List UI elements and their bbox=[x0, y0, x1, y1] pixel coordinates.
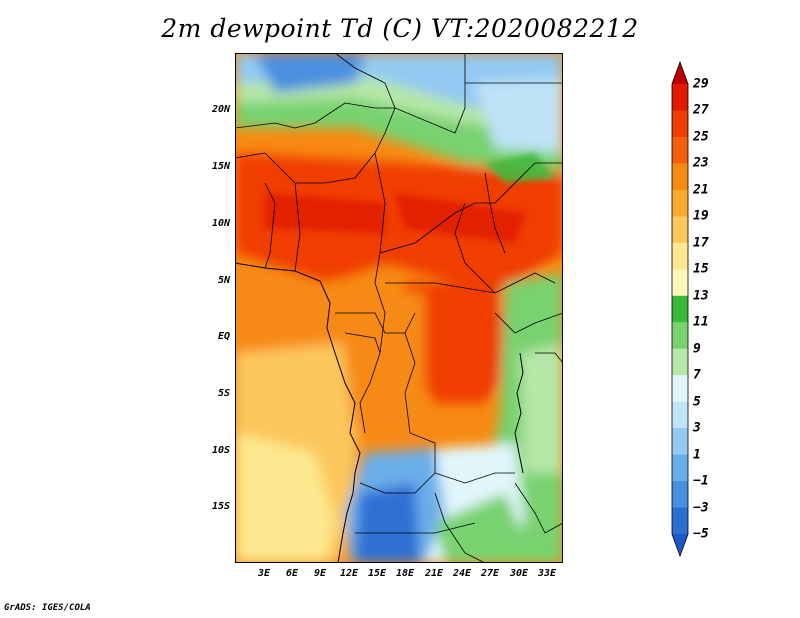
colorbar-segment bbox=[672, 136, 688, 164]
border-17 bbox=[434, 492, 486, 563]
angola-deep-blue bbox=[355, 483, 420, 563]
colorbar-level-label: 29 bbox=[693, 76, 709, 92]
lon-label: 9E bbox=[313, 568, 327, 579]
border-4 bbox=[235, 107, 396, 184]
coastline-east-lake bbox=[514, 352, 524, 474]
congo-basin-field bbox=[335, 293, 425, 433]
colorbar-segment bbox=[672, 189, 688, 217]
colorbar-level-label: −1 bbox=[693, 473, 709, 489]
border-14 bbox=[494, 312, 563, 334]
lat-label: 10N bbox=[211, 218, 230, 229]
red-streak bbox=[265, 193, 385, 233]
colorbar-segment bbox=[672, 507, 688, 535]
border-13 bbox=[404, 332, 515, 484]
colorbar-level-label: −5 bbox=[693, 526, 709, 542]
sahara-deepblue-patch bbox=[255, 53, 365, 93]
lon-label: 33E bbox=[537, 568, 557, 579]
lon-label: 12E bbox=[339, 568, 359, 579]
lon-label: 6E bbox=[285, 568, 299, 579]
colorbar-segment bbox=[672, 84, 688, 111]
colorbar-level-label: 27 bbox=[693, 102, 709, 118]
map-title: 2m dewpoint Td (C) VT:2020082212 bbox=[161, 14, 639, 43]
colorbar-level-label: 25 bbox=[693, 129, 709, 145]
colorbar-outline bbox=[671, 60, 689, 558]
lon-label: 3E bbox=[257, 568, 271, 579]
lat-label: 15S bbox=[211, 501, 230, 512]
colorbar-segment bbox=[672, 348, 688, 376]
colorbar-segment bbox=[672, 534, 688, 556]
lat-label: 5S bbox=[217, 388, 230, 399]
colorbar-level-label: 7 bbox=[693, 367, 701, 383]
border-12 bbox=[344, 332, 381, 434]
border-7 bbox=[264, 182, 276, 269]
ocean-southwest-yellow bbox=[235, 433, 335, 563]
map-frame bbox=[235, 53, 563, 563]
lon-label: 21E bbox=[424, 568, 444, 579]
colorbar-level-label: 23 bbox=[693, 155, 709, 171]
colorbar-level-label: 13 bbox=[693, 288, 709, 304]
colorbar bbox=[671, 60, 689, 558]
lon-label: 15E bbox=[367, 568, 387, 579]
border-18 bbox=[514, 482, 563, 534]
lat-label: 10S bbox=[211, 445, 230, 456]
border-5 bbox=[374, 152, 386, 354]
colorbar-level-label: 11 bbox=[693, 314, 709, 330]
lon-label: 30E bbox=[509, 568, 529, 579]
border-19 bbox=[355, 522, 476, 534]
border-11 bbox=[335, 312, 416, 334]
dewpoint-map bbox=[235, 53, 563, 563]
colorbar-level-label: 5 bbox=[693, 394, 701, 410]
colorbar-segment bbox=[672, 428, 688, 456]
colorbar-segments bbox=[672, 62, 688, 556]
colorbar-level-label: 3 bbox=[693, 420, 701, 436]
colorbar-level-label: 1 bbox=[693, 447, 701, 463]
colorbar-level-label: 15 bbox=[693, 261, 709, 277]
nile-green-streak bbox=[485, 153, 555, 183]
gulf-guinea-field bbox=[235, 263, 345, 353]
border-9 bbox=[385, 272, 556, 294]
lat-label: 20N bbox=[211, 104, 230, 115]
colorbar-segment bbox=[672, 110, 688, 138]
lon-label: 18E bbox=[395, 568, 415, 579]
lat-label: EQ bbox=[217, 331, 230, 342]
colorbar-segment bbox=[672, 269, 688, 297]
border-16 bbox=[359, 472, 436, 494]
border-20 bbox=[484, 172, 506, 254]
colorbar-level-label: 17 bbox=[693, 235, 709, 251]
border-2 bbox=[235, 102, 395, 129]
colorbar-level-label: −3 bbox=[693, 500, 709, 516]
lat-label: 15N bbox=[211, 161, 230, 172]
colorbar-segment bbox=[672, 481, 688, 509]
colorbar-segment bbox=[672, 62, 688, 84]
colorbar-segment bbox=[672, 454, 688, 482]
lon-label: 27E bbox=[480, 568, 500, 579]
colorbar-segment bbox=[672, 163, 688, 191]
colorbar-segment bbox=[672, 375, 688, 403]
colorbar-segment bbox=[672, 242, 688, 270]
border-10 bbox=[454, 202, 496, 294]
east-africa-pale bbox=[520, 343, 563, 473]
lon-label: 24E bbox=[452, 568, 472, 579]
colorbar-level-label: 21 bbox=[693, 182, 709, 198]
colorbar-segment bbox=[672, 401, 688, 429]
nile-pale-patch bbox=[475, 78, 563, 153]
colorbar-segment bbox=[672, 322, 688, 350]
border-8 bbox=[294, 182, 301, 272]
colorbar-level-label: 19 bbox=[693, 208, 709, 224]
border-15 bbox=[535, 352, 563, 364]
border-6 bbox=[379, 162, 563, 254]
lat-label: 5N bbox=[217, 275, 230, 286]
credit-text: GrADS: IGES/COLA bbox=[4, 603, 91, 613]
colorbar-segment bbox=[672, 295, 688, 323]
colorbar-level-label: 9 bbox=[693, 341, 701, 357]
sahel-red-belt bbox=[235, 153, 563, 293]
central-red-core bbox=[405, 283, 515, 403]
coastline bbox=[235, 262, 361, 563]
colorbar-segment bbox=[672, 216, 688, 244]
